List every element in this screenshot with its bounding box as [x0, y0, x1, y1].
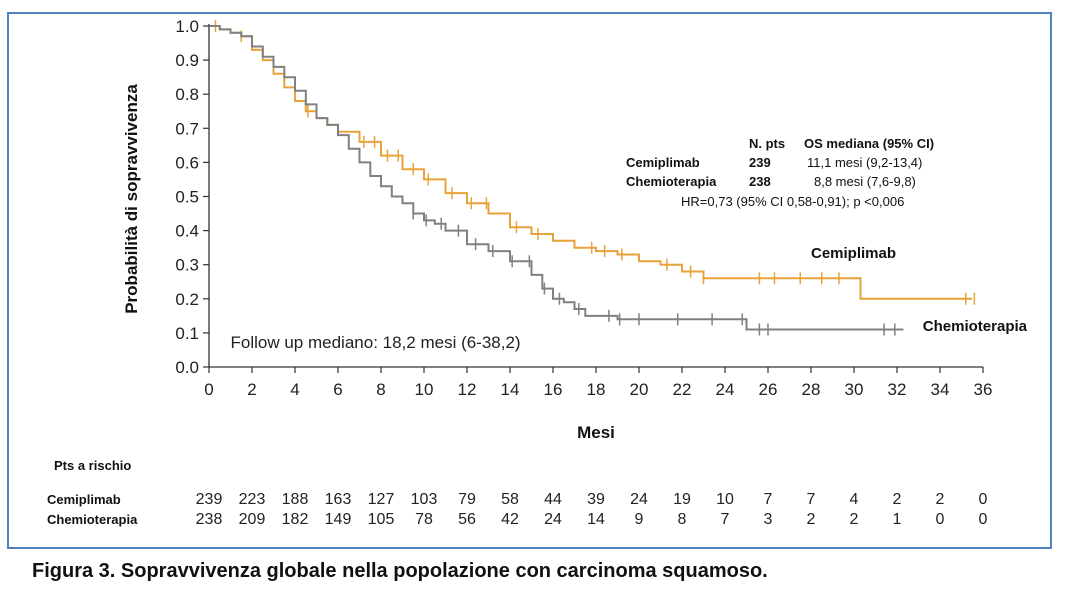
km-chart: 0.00.10.20.30.40.50.60.70.80.91.00 2 4 6 8 10…: [47, 17, 1028, 528]
x-tick-label: 10: [415, 380, 434, 399]
risk-value: 42: [501, 511, 519, 528]
x-tick-label: 12: [458, 380, 477, 399]
risk-value: 209: [239, 511, 266, 528]
risk-value: 182: [282, 511, 309, 528]
risk-row-label: Cemiplimab: [47, 492, 121, 507]
risk-value: 2: [807, 511, 816, 528]
risk-value: 8: [678, 511, 687, 528]
chart-axes: 0.00.10.20.30.40.50.60.70.80.91.00 2 4 6 8 10…: [175, 17, 992, 399]
figure-caption: Figura 3. Sopravvivenza globale nella po…: [32, 560, 768, 582]
x-axis-label: Mesi: [577, 423, 615, 442]
legend-row-os: 11,1 mesi (9,2-13,4): [807, 155, 922, 170]
risk-value: 4: [850, 491, 859, 508]
risk-value: 9: [635, 511, 644, 528]
x-tick-label: 0: [204, 380, 213, 399]
risk-value: 24: [544, 511, 562, 528]
y-tick-label: 1.0: [175, 17, 199, 36]
y-tick-label: 0.3: [175, 256, 199, 275]
legend-row-os: 8,8 mesi (7,6-9,8): [814, 174, 916, 189]
y-tick-label: 0.6: [175, 153, 199, 172]
risk-value: 3: [764, 511, 773, 528]
risk-value: 14: [587, 511, 605, 528]
risk-value: 79: [458, 491, 476, 508]
risk-row-label: Chemioterapia: [47, 512, 138, 527]
x-tick-label: 4: [290, 380, 299, 399]
x-tick-label: 22: [673, 380, 692, 399]
risk-value: 19: [673, 491, 691, 508]
risk-value: 7: [764, 491, 773, 508]
follow-up-note: Follow up mediano: 18,2 mesi (6-38,2): [231, 333, 521, 352]
risk-value: 188: [282, 491, 309, 508]
legend-row-npts: 239: [749, 155, 771, 170]
x-tick-label: 14: [501, 380, 520, 399]
risk-value: 103: [411, 491, 438, 508]
y-tick-label: 0.9: [175, 51, 199, 70]
y-tick-label: 0.0: [175, 358, 199, 377]
legend-col-npts: N. pts: [749, 136, 785, 151]
risk-value: 0: [979, 511, 988, 528]
survival-line-0: [209, 25, 973, 300]
risk-value: 24: [630, 491, 648, 508]
x-tick-label: 20: [630, 380, 649, 399]
risk-value: 2: [850, 511, 859, 528]
x-tick-label: 24: [716, 380, 735, 399]
legend-row-label: Cemiplimab: [626, 155, 700, 170]
risk-value: 223: [239, 491, 266, 508]
risk-value: 0: [936, 511, 945, 528]
legend-table: N. pts OS mediana (95% CI) Cemiplimab 23…: [626, 136, 934, 209]
risk-value: 78: [415, 511, 433, 528]
survival-curves: [209, 20, 976, 336]
series-label: Cemiplimab: [811, 245, 896, 262]
risk-value: 10: [716, 491, 734, 508]
survival-line-1: [209, 25, 904, 331]
y-tick-label: 0.8: [175, 85, 199, 104]
risk-value: 7: [807, 491, 816, 508]
risk-table: Pts a rischio Cemiplimab Chemioterapia 2…: [47, 458, 988, 528]
x-tick-label: 26: [759, 380, 778, 399]
risk-table-heading: Pts a rischio: [54, 458, 131, 473]
y-tick-label: 0.7: [175, 119, 199, 138]
x-tick-label: 36: [974, 380, 993, 399]
risk-value: 44: [544, 491, 562, 508]
x-tick-label: 34: [931, 380, 950, 399]
x-tick-label: 30: [845, 380, 864, 399]
risk-value: 105: [368, 511, 395, 528]
y-axis-label: Probabilità di sopravvivenza: [122, 84, 141, 314]
x-tick-label: 28: [802, 380, 821, 399]
risk-value: 2: [893, 491, 902, 508]
x-tick-label: 18: [587, 380, 606, 399]
y-tick-label: 0.1: [175, 324, 199, 343]
legend-row-label: Chemioterapia: [626, 174, 717, 189]
risk-value: 149: [325, 511, 352, 528]
figure-frame: 0.0 0.1 0.2 0.3 0.4 0.5 0.6 0.7 0.8 0.9 1.0 0 2 4 6 8 10…: [7, 12, 1052, 549]
risk-value: 0: [979, 491, 988, 508]
y-tick-label: 0.5: [175, 188, 199, 207]
legend-row-npts: 238: [749, 174, 771, 189]
legend-col-os: OS mediana (95% CI): [804, 136, 934, 151]
risk-value: 56: [458, 511, 476, 528]
risk-values: 239 223 188 163 127 103 79 58 44 39 24 19 10 7 7 4 2 2 023…: [196, 491, 988, 528]
risk-value: 127: [368, 491, 395, 508]
risk-value: 163: [325, 491, 352, 508]
y-tick-label: 0.4: [175, 222, 199, 241]
risk-value: 1: [893, 511, 902, 528]
risk-value: 2: [936, 491, 945, 508]
risk-value: 238: [196, 511, 223, 528]
x-tick-label: 16: [544, 380, 563, 399]
y-tick-label: 0.2: [175, 290, 199, 309]
chart-annotations: Cemiplimab Chemioterapia Follow up mediano…: [231, 245, 1028, 352]
x-tick-label: 2: [247, 380, 256, 399]
x-tick-label: 32: [888, 380, 907, 399]
risk-value: 7: [721, 511, 730, 528]
hazard-ratio-text: HR=0,73 (95% CI 0,58-0,91); p <0,006: [681, 194, 904, 209]
series-label: Chemioterapia: [923, 318, 1028, 335]
x-tick-label: 6: [333, 380, 342, 399]
x-tick-label: 8: [376, 380, 385, 399]
risk-value: 58: [501, 491, 519, 508]
risk-value: 239: [196, 491, 223, 508]
risk-value: 39: [587, 491, 605, 508]
